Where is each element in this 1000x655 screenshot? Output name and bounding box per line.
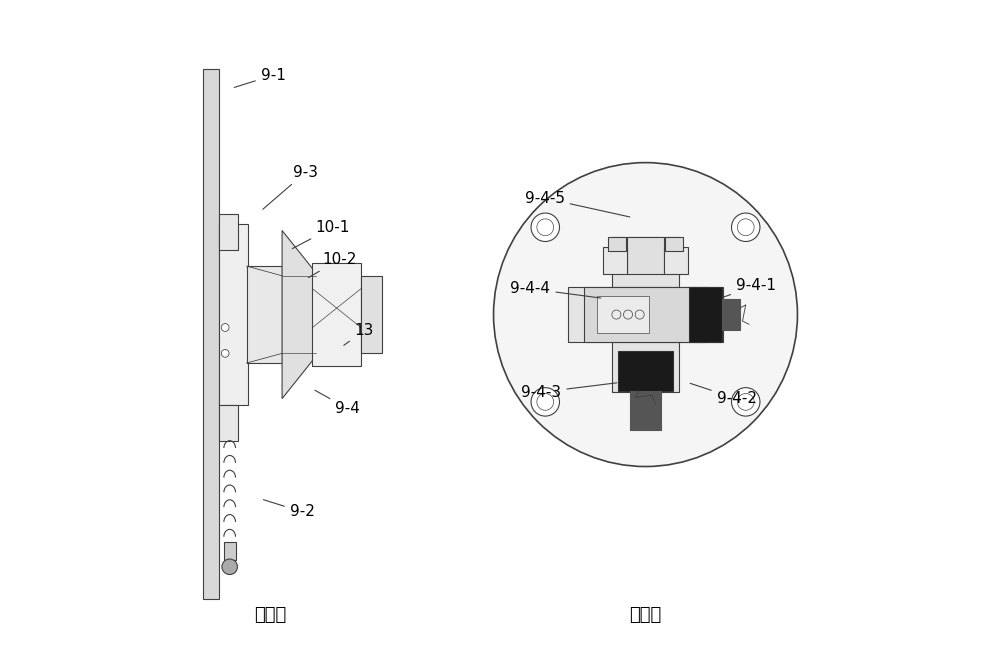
Text: 9-4-4: 9-4-4 [510,281,601,298]
Bar [584,288,707,342]
Bar [603,248,627,274]
Circle shape [221,350,229,357]
Text: 主视图: 主视图 [629,607,662,624]
Circle shape [531,388,559,416]
Text: 13: 13 [344,323,374,345]
Bar [630,391,661,430]
Circle shape [531,213,559,242]
Bar [219,214,238,250]
Polygon shape [282,231,316,399]
Text: 9-4-5: 9-4-5 [525,191,630,217]
Circle shape [537,394,554,410]
Circle shape [221,324,229,331]
Circle shape [737,394,754,410]
Bar [608,237,626,252]
Text: 10-1: 10-1 [292,220,350,249]
Circle shape [494,162,797,466]
Bar [568,288,723,342]
Bar [361,276,382,353]
Circle shape [732,213,760,242]
Bar [689,288,722,342]
Text: 侧视图: 侧视图 [254,607,287,624]
Text: 9-4-2: 9-4-2 [690,383,757,406]
Text: 9-4-3: 9-4-3 [521,383,617,400]
Text: 9-1: 9-1 [234,68,286,87]
Bar [219,405,238,441]
Circle shape [737,219,754,236]
Text: 9-4: 9-4 [315,390,360,416]
Bar [665,237,683,252]
Bar [219,224,248,405]
Bar [224,542,236,560]
Text: 9-3: 9-3 [263,165,318,210]
Bar [597,297,649,333]
Bar [722,299,740,330]
Bar [627,237,664,274]
Bar [618,351,673,391]
Circle shape [732,388,760,416]
Bar [247,266,282,363]
Bar [203,69,219,599]
Bar [312,263,361,366]
Bar [612,237,679,392]
Text: 10-2: 10-2 [308,252,357,278]
Circle shape [222,559,237,574]
Circle shape [537,219,554,236]
Bar [664,248,688,274]
Text: 9-4-1: 9-4-1 [722,278,776,297]
Text: 9-2: 9-2 [263,500,315,519]
